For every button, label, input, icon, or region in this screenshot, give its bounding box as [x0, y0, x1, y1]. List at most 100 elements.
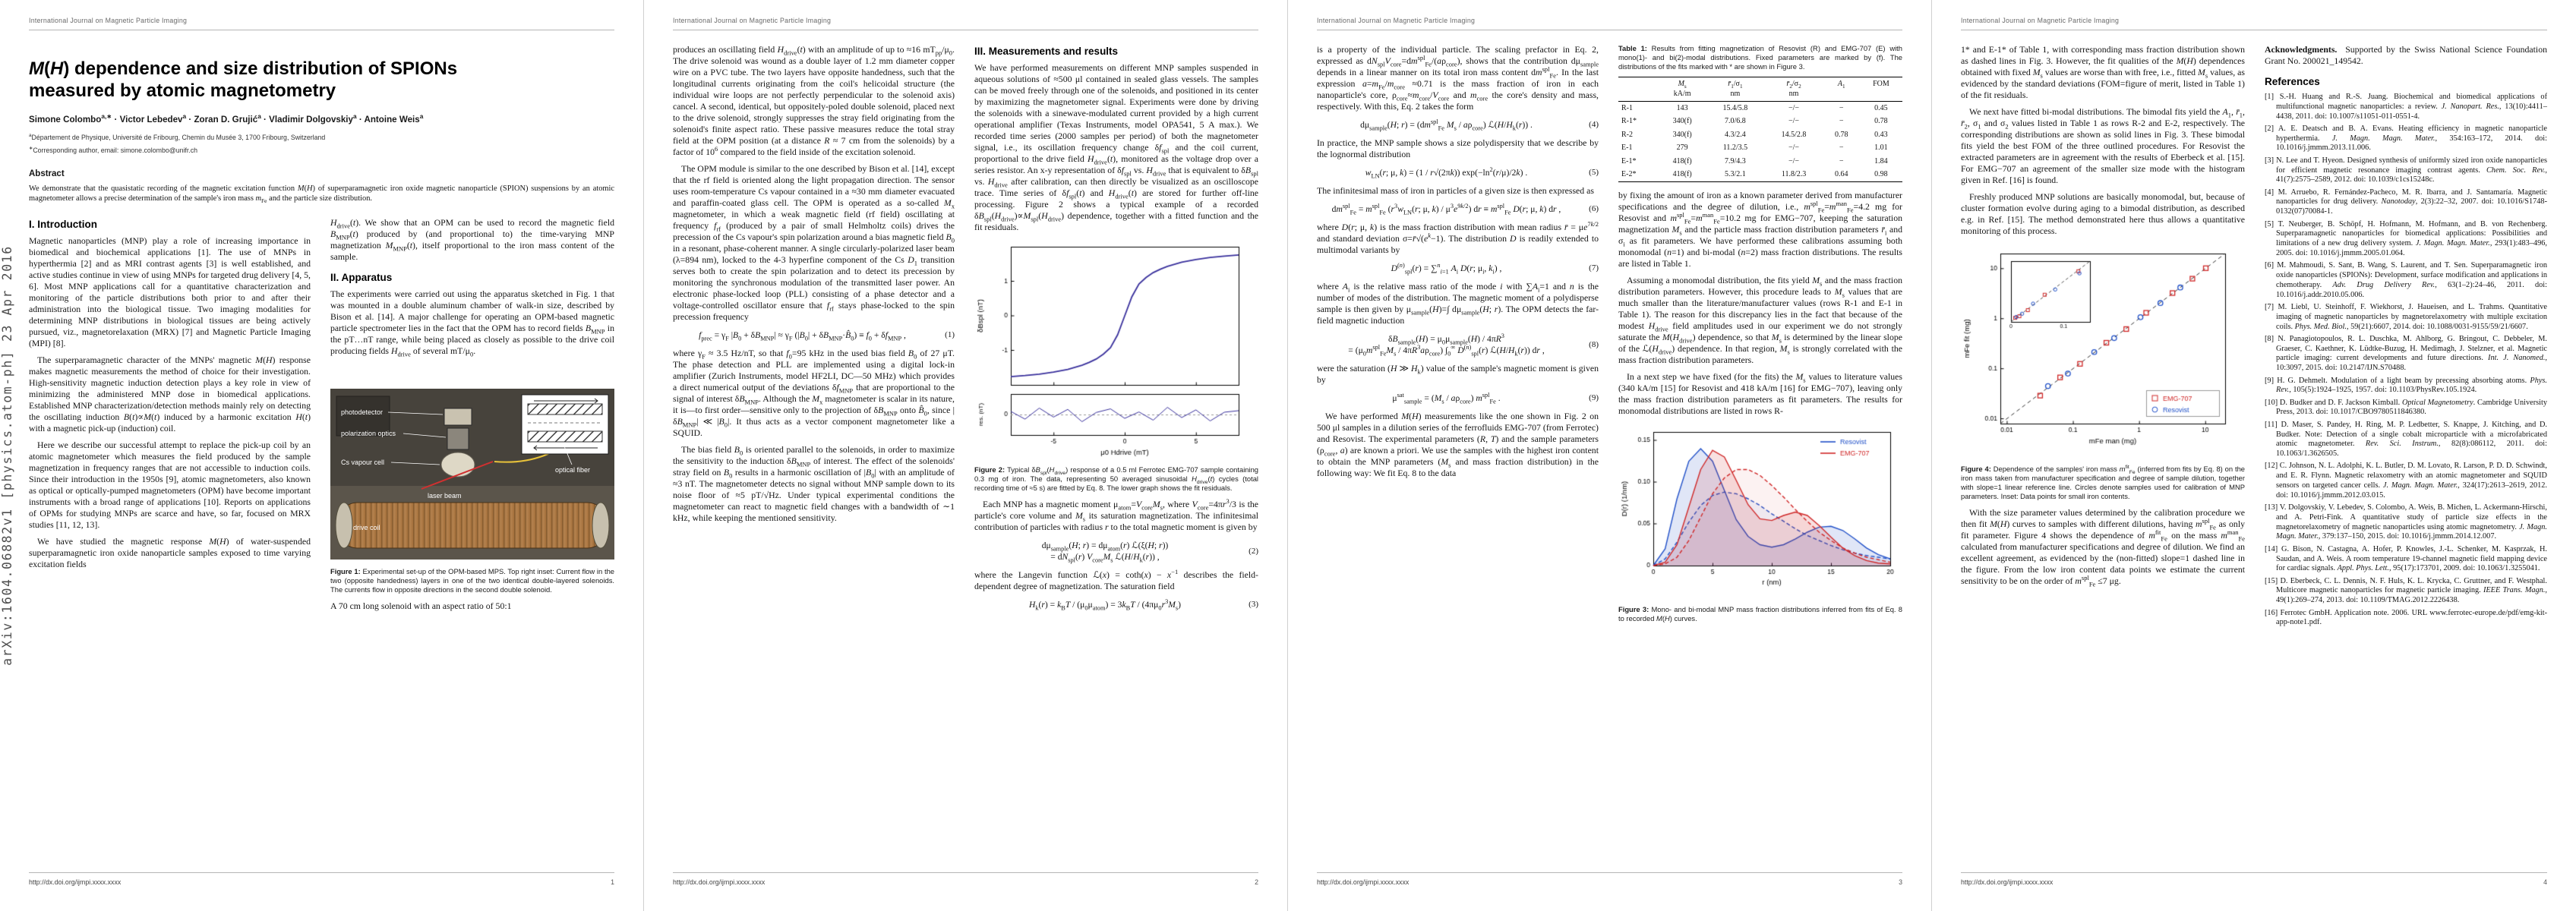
equation-6: dmsplFe = msplFe (r3wLN(r; μ, k) / μ3e9k… [1317, 203, 1599, 216]
bimodal-paragraph: We next have fitted bi-modal distributio… [1961, 106, 2245, 185]
journal-header: International Journal on Magnetic Partic… [1961, 15, 2547, 30]
table-row: E-2* 418(f) 5.3/2.1 11.8/2.3 0.64 0.98 [1618, 169, 1902, 182]
cell: −/− [1788, 143, 1800, 152]
figure-1: photodetector polarization optics Cs vap… [330, 389, 614, 594]
page-3: International Journal on Magnetic Partic… [1288, 0, 1932, 911]
reference-12: [12] C. Johnson, N. L. Adolphi, K. L. Bu… [2265, 462, 2547, 500]
equation-9-number: (9) [1589, 393, 1599, 402]
cell: 0.45 [1874, 103, 1888, 112]
table-1-col-header-row-label [1618, 77, 1659, 102]
fig1-label-photodetector: photodetector [341, 408, 383, 416]
reference-6: [6] M. Mahmoudi, S. Sant, B. Wang, S. La… [2265, 261, 2547, 299]
cell: 340(f) [1672, 117, 1692, 125]
paper-title: M(H) dependence and size distribution of… [29, 58, 458, 101]
two-column-layout: 1* and E-1* of Table 1, with correspondi… [1961, 44, 2547, 631]
page-number: 2 [1255, 878, 1258, 886]
cell: 0.43 [1874, 130, 1888, 139]
intro-paragraph-1: Magnetic nanoparticles (MNP) play a role… [29, 235, 311, 349]
equation-2-number: (2) [1249, 546, 1258, 556]
table-row: E-1 279 11.2/3.5 −/− − 1.01 [1618, 142, 1902, 156]
equation-2-body: dμsample(H; r) = dμatom(r) ℒ(ξ(H; r)) = d… [1041, 541, 1169, 564]
cell: 279 [1676, 143, 1688, 152]
cs-vapour-cell-graphic [440, 452, 475, 478]
doi-link[interactable]: http://dx.doi.org/ijmpi.xxxx.xxxx [673, 878, 766, 886]
reference-2: [2] A. E. Deatsch and B. A. Evans. Heati… [2265, 124, 2547, 153]
figure-1-photo: photodetector polarization optics Cs vap… [330, 389, 614, 560]
table-row: E-1* 418(f) 7.9/4.3 −/− − 1.84 [1618, 155, 1902, 169]
gamma-paragraph: where γF ≈ 3.5 Hz/nT, so that f0=95 kHz … [673, 348, 955, 438]
coil-flange-right [592, 502, 610, 549]
figure-3-caption: Figure 3: Mono- and bi-modal MNP mass fr… [1618, 605, 1902, 623]
cell: −/− [1788, 103, 1800, 112]
journal-header: International Journal on Magnetic Partic… [673, 15, 1258, 30]
cell: 1.84 [1874, 156, 1888, 165]
table-1-col-header-fom: FOM [1859, 77, 1902, 102]
page-1: arXiv:1604.06882v1 [physics.atom-ph] 23 … [0, 0, 644, 911]
equation-1-number: (1) [945, 330, 955, 339]
equation-9-body: μsatsample = (Ms / aρcore) msplFe . [1392, 392, 1501, 405]
langevin-paragraph: where the Langevin function ℒ(x) = coth(… [974, 568, 1258, 591]
cell: 15.4/5.8 [1722, 103, 1748, 112]
cell: E-1 [1621, 143, 1633, 152]
figure-2-caption: Figure 2: Typical δBspl(Hdrive) response… [974, 465, 1258, 492]
reference-4: [4] M. Arruebo, R. Fernández-Pacheco, M.… [2265, 188, 2547, 216]
mass-fraction-paragraph: where D(r; μ, k) is the mass fraction di… [1317, 220, 1599, 255]
cell: 418(f) [1672, 156, 1692, 165]
page-3-column-right: Table 1: Results from fitting magnetizat… [1618, 44, 1902, 629]
reference-15: [15] D. Eberbeck, C. L. Dennis, N. F. Hu… [2265, 576, 2547, 605]
fig1-label-drive-coil: drive coil [353, 524, 380, 531]
electronics-rack-graphic [336, 396, 390, 437]
arxiv-stamp: arXiv:1604.06882v1 [physics.atom-ph] 23 … [0, 245, 14, 666]
photodetector-graphic [444, 408, 472, 426]
page-1-body: M(H) dependence and size distribution of… [29, 44, 614, 864]
cell: − [1839, 103, 1844, 112]
page-number: 4 [2543, 878, 2547, 886]
equation-1: fprec = γF |B0 + δBMNP| ≈ γF (|B0| + δBM… [673, 329, 955, 342]
sensitivity-paragraph: With the size parameter values determine… [1961, 507, 2245, 588]
cell: E-1* [1621, 156, 1637, 165]
equation-8-number: (8) [1589, 339, 1599, 349]
polarization-optics-graphic [447, 427, 469, 450]
abstract-section: Abstract We demonstrate that the quasist… [29, 169, 614, 204]
abstract-text: We demonstrate that the quasistatic reco… [29, 184, 614, 204]
page-4-footer: http://dx.doi.org/ijmpi.xxxx.xxxx 4 [1961, 872, 2547, 888]
reference-7: [7] M. Liebl, U. Steinhoff, F. Wiekhorst… [2265, 302, 2547, 331]
fixed-iron-paragraph: by fixing the amount of iron as a known … [1618, 190, 1902, 269]
equation-9: μsatsample = (Ms / aρcore) msplFe . (9) [1317, 392, 1599, 405]
table-1-figure: Table 1: Results from fitting magnetizat… [1618, 44, 1902, 182]
table-1-col-header-mode1: r̄1/σ1 nm [1706, 77, 1765, 102]
coil-flange-left [335, 502, 353, 549]
figure-1-caption: Figure 1: Experimental set-up of the OPM… [330, 567, 614, 594]
winding-inset-diagram [521, 394, 609, 455]
cell: − [1839, 143, 1844, 152]
intro-paragraph-4: We have studied the magnetic response M(… [29, 536, 311, 570]
intro-paragraph-2: The superparamagnetic character of the M… [29, 355, 311, 434]
equation-6-number: (6) [1589, 204, 1599, 213]
page-number: 1 [611, 878, 614, 886]
table-row: R-2 340(f) 4.3/2.4 14.5/2.8 0.78 0.43 [1618, 128, 1902, 142]
table-row: R-1* 340(f) 7.0/6.8 −/− − 0.78 [1618, 115, 1902, 129]
table-1-col-header-mode2: r̄2/σ2 nm [1764, 77, 1823, 102]
corresponding-author-line[interactable]: ∗Corresponding author, email: simone.col… [29, 145, 198, 154]
measurements-paragraph: We have performed measurements on differ… [974, 62, 1258, 232]
figure-4-caption: Figure 4: Dependence of the samples' iro… [1961, 464, 2246, 500]
page-2-column-left: produces an oscillating field Hdrive(t) … [673, 44, 955, 617]
opm-module-paragraph: The OPM module is similar to the one des… [673, 163, 955, 322]
doi-link[interactable]: http://dx.doi.org/ijmpi.xxxx.xxxx [29, 878, 122, 886]
laser-beam-graphic [421, 461, 494, 490]
cell: − [1839, 117, 1844, 125]
bias-field-paragraph: The bias field B0 is oriented parallel t… [673, 444, 955, 523]
page-1-last-line: A 70 cm long solenoid with an aspect rat… [330, 601, 512, 612]
drive-coil-paragraph: produces an oscillating field Hdrive(t) … [673, 44, 955, 157]
mode-ratio-paragraph: where Ai is the relative mass ratio of t… [1317, 281, 1599, 326]
equation-1-body: fprec = γF |B0 + δBMNP| ≈ γF (|B0| + δBM… [699, 330, 906, 342]
doi-link[interactable]: http://dx.doi.org/ijmpi.xxxx.xxxx [1961, 878, 2054, 886]
reference-5: [5] T. Neuberger, B. Schöpf, H. Hofmann,… [2265, 219, 2547, 257]
two-column-layout: is a property of the individual particle… [1317, 44, 1902, 629]
doi-link[interactable]: http://dx.doi.org/ijmpi.xxxx.xxxx [1317, 878, 1410, 886]
equation-3: Hk(r) = kBT / (μ0μatom) = 3kBT / (4πμ0r3… [974, 598, 1258, 611]
cell: 0.64 [1834, 170, 1848, 178]
journal-name: International Journal on Magnetic Partic… [29, 17, 188, 24]
affiliation-line: aDépartement de Physique, Université de … [29, 133, 326, 141]
